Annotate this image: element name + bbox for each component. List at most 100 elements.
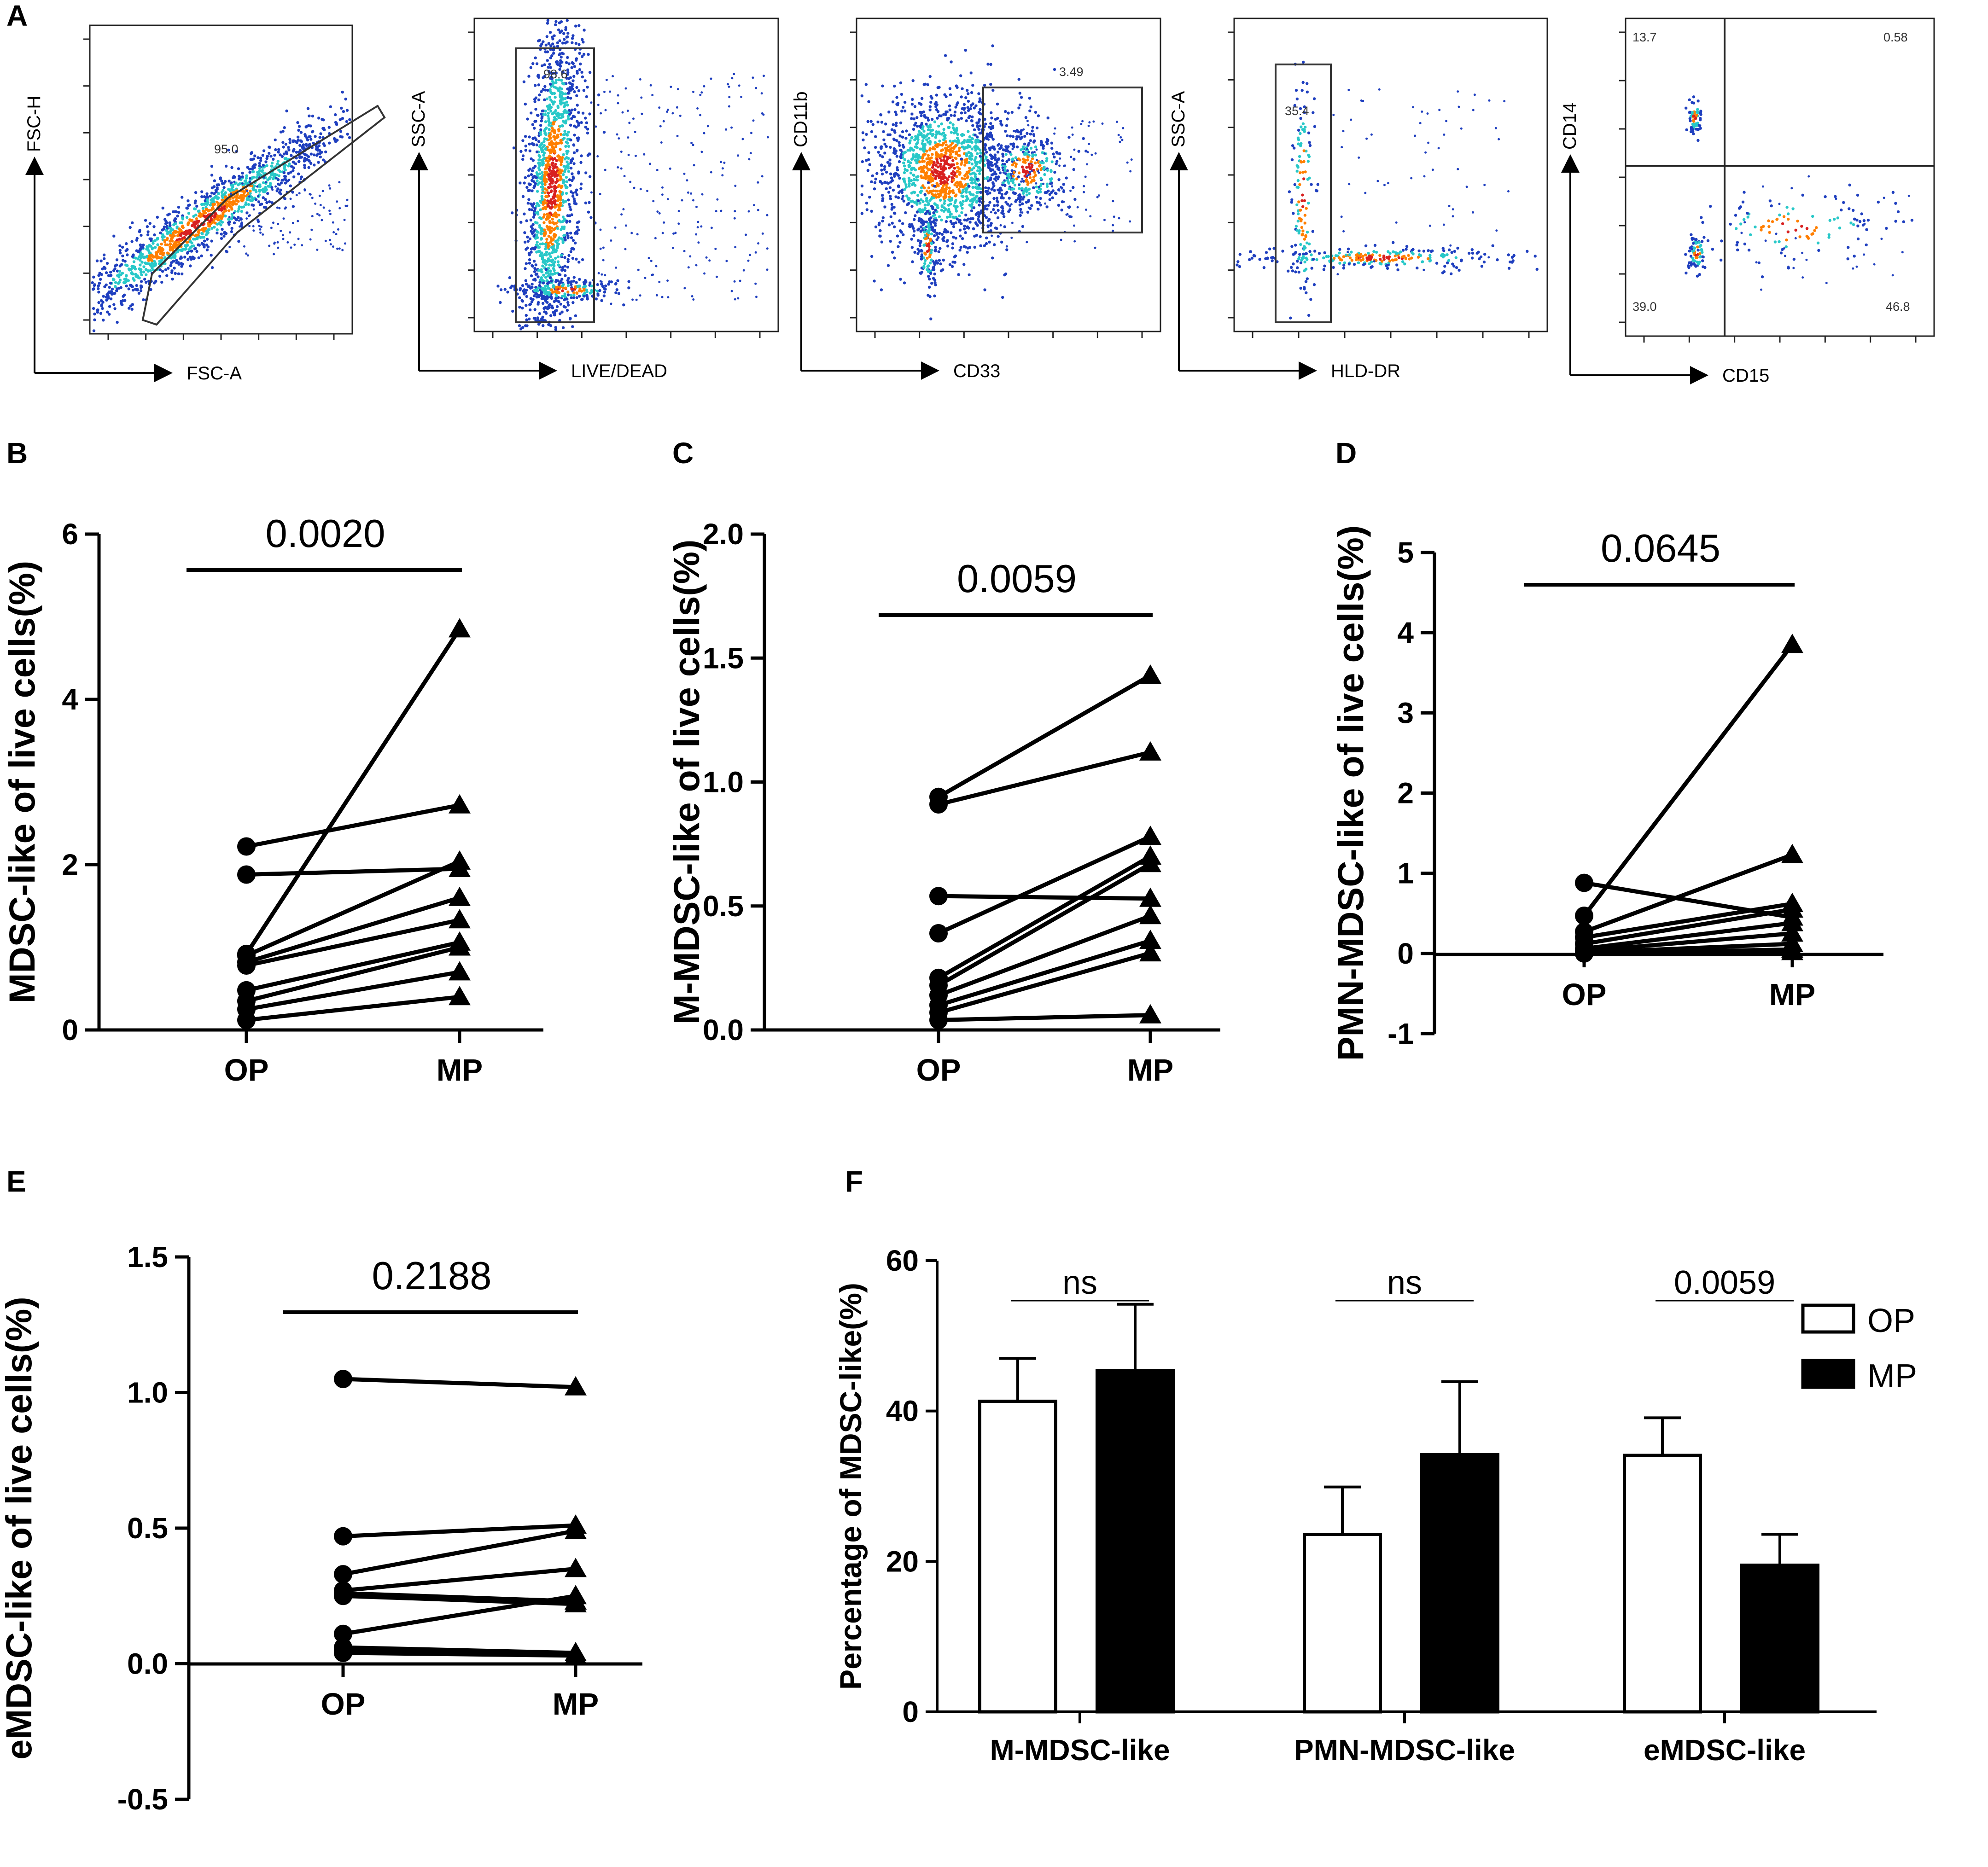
flow-event-dot [546,216,549,219]
flow-event-dot [631,298,634,301]
flow-event-dot [99,299,103,302]
flow-event-dot [616,133,618,136]
flow-event-dot [973,158,976,162]
flow-event-dot [123,299,127,302]
flow-event-dot [259,228,262,231]
flow-event-dot [725,128,728,131]
flow-event-dot [950,114,953,117]
flow-event-dot [318,149,321,152]
flow-event-dot [556,285,560,289]
flow-event-dot [557,116,560,119]
flow-event-dot [276,241,279,244]
flow-event-dot [575,291,578,295]
flow-event-dot [254,163,257,166]
flow-event-dot [259,231,262,234]
flow-event-dot [1024,186,1028,190]
flow-event-dot [260,226,262,228]
flow-event-dot [898,160,901,163]
flow-event-dot [686,179,688,182]
flow-event-dot [597,272,600,274]
flow-event-dot [139,271,143,274]
flow-event-dot [885,187,888,191]
flow-event-dot [983,83,986,87]
flow-event-dot [518,306,521,309]
flow-event-dot [639,188,642,191]
flow-event-dot [540,119,543,122]
flow-event-dot [150,237,153,241]
flow-event-dot [1031,157,1034,161]
flow-event-dot [920,114,923,117]
flow-event-dot [861,160,864,163]
flow-event-dot [562,173,565,176]
flow-event-dot [160,242,163,246]
flow-event-dot [129,268,133,271]
flow-event-dot [526,235,529,239]
flow-event-dot [210,254,213,257]
flow-event-dot [697,241,700,244]
flow-event-dot [602,246,605,249]
flow-event-dot [537,140,541,143]
flow-event-dot [870,130,874,134]
flow-event-dot [643,153,646,156]
flow-event-dot [117,282,120,285]
flow-event-dot [99,278,102,281]
flow-event-dot [953,167,956,170]
flow-event-dot [118,244,122,248]
flow-event-dot [543,137,546,140]
flow-event-dot [285,109,288,113]
flow-event-dot [951,215,955,219]
flow-event-dot [1029,105,1032,109]
flow-event-dot [124,263,128,267]
flow-event-dot [748,158,751,161]
flow-event-dot [530,173,533,176]
flow-event-dot [274,148,277,151]
flow-event-dot [534,221,537,224]
flow-event-dot [564,184,567,187]
flow-event-dot [988,218,991,221]
flow-event-dot [560,139,563,143]
flow-event-dot [583,292,586,296]
flow-event-dot [585,121,589,124]
flow-event-dot [582,89,586,92]
flow-event-dot [566,232,569,235]
flow-event-dot [216,231,219,235]
flow-event-dot [542,273,545,277]
flow-event-dot [237,183,240,186]
flow-event-dot [1014,200,1017,203]
flow-event-dot [536,179,539,182]
flow-event-dot [1032,186,1035,189]
flow-event-dot [209,194,212,198]
flow-event-dot [547,267,550,270]
flow-event-dot [217,183,221,186]
flow-event-dot [895,122,898,125]
flow-event-dot [102,319,105,322]
flow-event-dot [757,181,759,184]
flow-event-dot [535,171,538,174]
flow-event-dot [963,163,967,167]
flow-event-dot [543,174,546,178]
flow-event-dot [321,127,325,130]
flow-event-dot [991,164,994,167]
flow-event-dot [965,119,968,122]
flow-event-dot [1000,240,1003,244]
flow-event-dot [548,206,552,209]
flow-event-dot [734,210,736,213]
flow-event-dot [224,215,227,218]
flow-event-dot [880,169,883,172]
flow-event-dot [610,239,612,242]
flow-event-dot [557,242,560,246]
flow-event-dot [249,180,251,183]
flow-event-dot [599,247,602,250]
flow-event-dot [308,114,311,117]
flow-event-dot [341,117,344,120]
flow-event-dot [260,203,263,206]
flow-event-dot [1050,177,1053,180]
flow-event-dot [716,275,718,278]
flow-event-dot [232,175,236,178]
flow-event-dot [961,203,964,206]
flow-event-dot [894,111,897,114]
flow-event-dot [885,145,888,148]
flow-event-dot [548,231,552,234]
flow-event-dot [951,170,955,173]
